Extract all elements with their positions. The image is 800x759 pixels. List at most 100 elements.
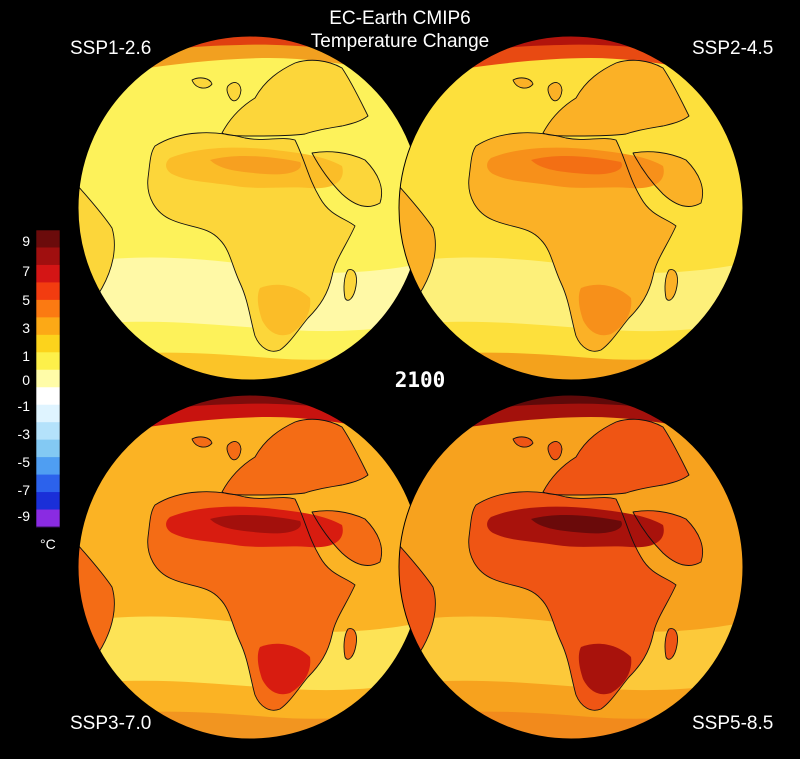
land-britain [547,82,562,101]
colorbar-swatch [36,369,60,388]
coastline-britain [547,441,563,461]
coastline-africa [147,132,356,352]
land-iceland [513,436,533,448]
colorbar-tick-label: 1 [22,348,30,364]
coastline-iceland [191,77,213,89]
figure-subtitle: Temperature Change [310,31,490,52]
coastline-iceland [512,436,534,448]
colorbar-tick-label: 9 [22,233,30,249]
colorbar-swatch [36,509,60,528]
coastline-arabia [632,510,704,566]
coastline-arabia [311,151,383,207]
land-madagascar [665,628,678,660]
globe-layers [399,395,743,739]
colorbar-frame [35,229,61,528]
colorbar [35,229,61,528]
southern-africa-hotspot [257,643,311,695]
colorbar-swatch [36,264,60,283]
colorbar-unit: °C [40,536,56,552]
globe-ssp3-7-0 [77,394,423,740]
globe-ssp2-4-5 [398,35,744,381]
coastline-madagascar [664,628,678,660]
land-europe [222,60,368,136]
colorbar-swatch [36,457,60,476]
land-britain [226,441,241,460]
coastline-britain [547,82,563,102]
sahara-core [531,514,622,534]
globe-layers [78,395,422,739]
globe-ssp1-2-6 [77,35,423,381]
colorbar-swatch [36,334,60,353]
coastline-africa [468,491,677,711]
scenario-label-ssp5-8-5: SSP5-8.5 [692,713,774,734]
colorbar-swatch [36,387,60,406]
southern-africa-hotspot [257,284,311,336]
globe-ssp5-8-5 [398,394,744,740]
coastline-madagascar [664,269,678,301]
colorbar-swatch [36,439,60,458]
coastline-britain [226,441,242,461]
land-iceland [192,77,212,89]
colorbar-tick-label: -3 [17,426,30,442]
coastline-europe [542,418,690,496]
globe-fill [78,395,422,739]
land-europe [543,60,689,136]
coastline-arabia [632,151,704,207]
globe-fill [399,36,743,380]
land-madagascar [344,628,357,660]
coastline-arabia [311,510,383,566]
coastline-africa [147,491,356,711]
coastline-africa [468,132,677,352]
scenario-label-ssp3-7-0: SSP3-7.0 [70,713,152,734]
colorbar-tick-label: -5 [17,454,30,470]
colorbar-tick-label: 0 [22,372,30,388]
sahara-core [531,155,622,175]
globe-fill [78,36,422,380]
land-britain [226,82,241,101]
land-iceland [513,77,533,89]
colorbar-swatch [36,474,60,493]
coastline-iceland [191,436,213,448]
southern-africa-hotspot [578,643,632,695]
globe-outline [398,35,744,381]
colorbar-tick-label: -9 [17,508,30,524]
colorbar-swatch [36,247,60,266]
colorbar-tick-label: 5 [22,292,30,308]
coastline-europe [221,59,369,137]
coastline-iceland [512,77,534,89]
scenario-label-ssp2-4-5: SSP2-4.5 [692,38,774,59]
figure-title: EC-Earth CMIP6 [329,8,471,29]
colorbar-swatch [36,299,60,318]
colorbar-swatch [36,317,60,336]
sahara-core [210,514,301,534]
colorbar-tick-label: -1 [17,398,30,414]
land-britain [547,441,562,460]
land-madagascar [665,269,678,301]
globe-layers [78,36,422,380]
colorbar-swatch [36,492,60,511]
colorbar-swatch [36,282,60,301]
land-iceland [192,436,212,448]
coastline-britain [226,82,242,102]
sahara-core [210,155,301,175]
land-madagascar [344,269,357,301]
globe-outline [398,394,744,740]
coastline-madagascar [343,628,357,660]
scenario-label-ssp1-2-6: SSP1-2.6 [70,38,152,59]
colorbar-tick-label: 3 [22,320,30,336]
colorbar-swatch [36,352,60,371]
colorbar-swatch [36,230,60,248]
colorbar-swatch [36,422,60,441]
year-label: 2100 [394,368,446,392]
southern-africa-hotspot [578,284,632,336]
globe-fill [399,395,743,739]
colorbar-swatch [36,404,60,423]
coastline-europe [221,418,369,496]
colorbar-tick-label: 7 [22,263,30,279]
globe-layers [399,36,743,380]
coastline-madagascar [343,269,357,301]
land-europe [543,419,689,495]
colorbar-tick-label: -7 [17,482,30,498]
coastline-europe [542,59,690,137]
